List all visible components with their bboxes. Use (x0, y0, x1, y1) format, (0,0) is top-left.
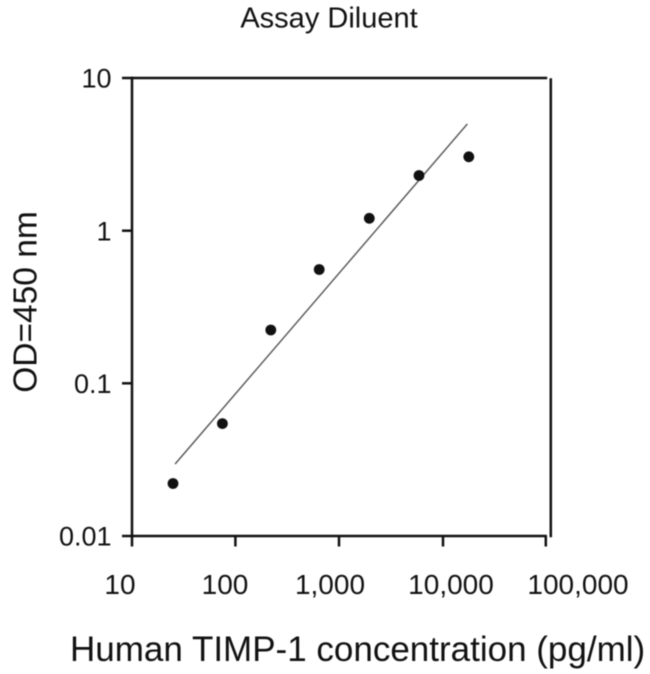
svg-text:1: 1 (96, 216, 111, 246)
svg-text:10: 10 (81, 64, 111, 94)
svg-text:Human TIMP-1 concentration (pg: Human TIMP-1 concentration (pg/ml) (70, 630, 645, 669)
svg-text:100: 100 (202, 569, 249, 600)
svg-text:1,000: 1,000 (295, 569, 365, 600)
svg-text:10,000: 10,000 (408, 569, 494, 600)
svg-text:OD=450 nm: OD=450 nm (7, 211, 44, 393)
svg-text:10: 10 (104, 569, 135, 600)
svg-text:Assay Diluent: Assay Diluent (240, 3, 417, 35)
svg-text:0.01: 0.01 (59, 522, 112, 552)
svg-text:0.1: 0.1 (74, 369, 112, 399)
svg-text:100,000: 100,000 (527, 569, 628, 600)
